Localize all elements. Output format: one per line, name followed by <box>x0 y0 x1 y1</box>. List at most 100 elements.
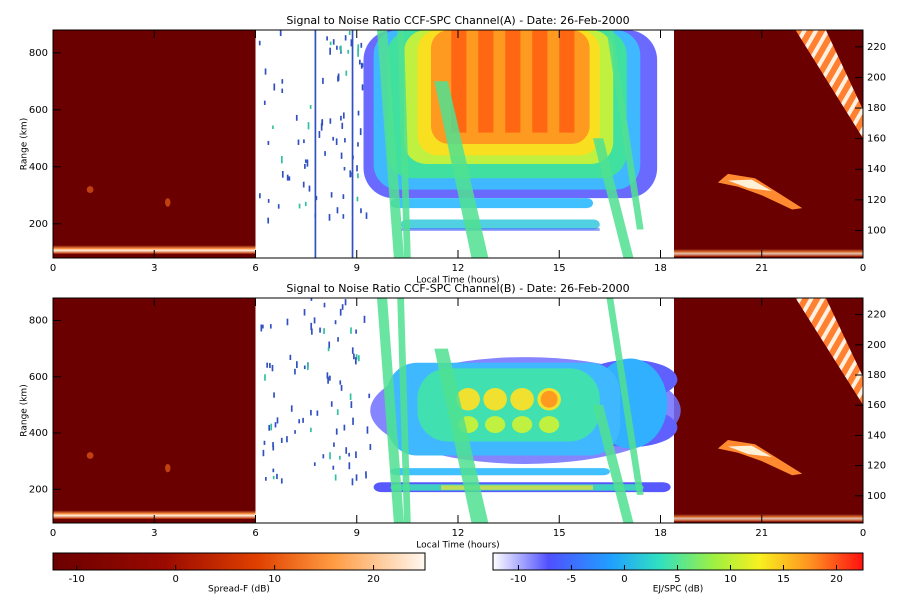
x-axis-label: Local Time (hours) <box>416 276 499 286</box>
heat-region <box>347 49 350 54</box>
colorbar-tick-label: -5 <box>566 574 576 585</box>
heat-region <box>326 36 328 41</box>
heat-region <box>276 473 278 480</box>
y2-tick-label: 100 <box>867 491 886 502</box>
colorbar-tick-label: 0 <box>621 574 627 585</box>
heat-region <box>532 30 548 133</box>
y-tick-label: 400 <box>29 428 48 439</box>
heat-region <box>344 138 346 143</box>
heat-region <box>281 79 284 84</box>
heat-region <box>328 341 331 349</box>
heat-region <box>286 436 288 443</box>
heat-region <box>341 304 344 310</box>
heat-region <box>313 462 316 466</box>
heat-region <box>330 401 333 407</box>
heat-region <box>336 45 338 50</box>
heat-region <box>593 138 634 258</box>
heat-region <box>264 68 267 75</box>
heat-region <box>303 139 305 144</box>
heat-region <box>268 424 271 431</box>
heat-region <box>289 354 292 361</box>
heat-region <box>365 471 367 476</box>
heat-region <box>326 372 329 379</box>
x-tick-label: 18 <box>654 263 667 274</box>
heat-region <box>266 362 269 368</box>
heat-region <box>310 427 312 433</box>
heat-region <box>295 114 298 121</box>
plot-title: Signal to Noise Ratio CCF-SPC Channel(B)… <box>286 282 629 295</box>
heat-region <box>359 128 362 136</box>
heat-region <box>349 393 352 400</box>
y2-tick-label: 100 <box>867 225 886 236</box>
heat-region <box>357 355 360 362</box>
heat-region <box>344 299 347 306</box>
heat-region <box>332 465 335 470</box>
x-tick-label: 18 <box>654 528 667 539</box>
heat-region <box>273 83 276 91</box>
colorbar-tick-label: 5 <box>674 574 680 585</box>
heat-region <box>259 193 261 199</box>
colorbar-tick-label: -10 <box>510 574 526 585</box>
heat-region <box>290 405 293 412</box>
heat-region <box>606 30 644 230</box>
x-tick-label: 0 <box>50 263 56 274</box>
y2-tick-label: 180 <box>867 370 886 381</box>
heat-region <box>310 322 313 331</box>
colorbar-tick-label: 20 <box>367 574 380 585</box>
heat-region <box>400 228 600 231</box>
heat-region <box>315 195 318 201</box>
heat-region <box>334 320 337 325</box>
heat-region <box>309 104 312 109</box>
y-tick-label: 400 <box>29 162 48 173</box>
y-tick-label: 600 <box>29 372 48 383</box>
x-tick-label: 9 <box>354 263 360 274</box>
heat-region <box>286 318 289 326</box>
heat-region <box>276 417 279 424</box>
heat-region <box>344 35 347 41</box>
heat-region <box>329 41 332 46</box>
heat-region <box>337 75 339 82</box>
heat-region <box>262 449 265 457</box>
heat-region <box>304 163 306 169</box>
heat-region <box>329 452 331 460</box>
heat-region <box>86 186 94 194</box>
heat-region <box>314 30 317 258</box>
heat-region <box>795 30 863 139</box>
heat-region <box>365 474 367 479</box>
heat-region <box>263 100 266 105</box>
heat-region <box>327 347 330 352</box>
heat-region <box>332 39 335 45</box>
heat-region <box>397 30 411 258</box>
y-tick-label: 800 <box>29 316 48 327</box>
heat-region <box>303 309 306 316</box>
heat-region <box>298 419 301 424</box>
x-tick-label: 15 <box>553 263 566 274</box>
heat-region <box>280 437 283 443</box>
heat-region <box>349 170 352 178</box>
y2-tick-label: 220 <box>867 42 886 53</box>
heat-region <box>86 452 94 459</box>
heat-region <box>510 388 534 411</box>
heat-region <box>280 156 283 164</box>
heat-region <box>286 174 289 181</box>
heat-region <box>340 45 342 53</box>
heat-region <box>313 317 316 324</box>
heat-region <box>310 328 313 335</box>
x-axis-label: Local Time (hours) <box>416 541 499 551</box>
heat-region <box>360 42 363 48</box>
heat-region <box>343 166 346 171</box>
heat-region <box>327 376 329 384</box>
heat-region <box>294 368 296 375</box>
heat-region <box>335 428 338 435</box>
heat-region <box>271 364 274 372</box>
y-tick-label: 600 <box>29 105 48 116</box>
heat-region <box>434 81 489 258</box>
heat-region <box>288 176 291 181</box>
heat-region <box>368 393 371 399</box>
colorbar-tick-label: 0 <box>172 574 178 585</box>
heat-region <box>345 447 348 454</box>
heat-region <box>353 353 355 360</box>
heat-region <box>540 390 558 408</box>
heat-region <box>357 44 360 52</box>
x-tick-label: 12 <box>452 528 465 539</box>
